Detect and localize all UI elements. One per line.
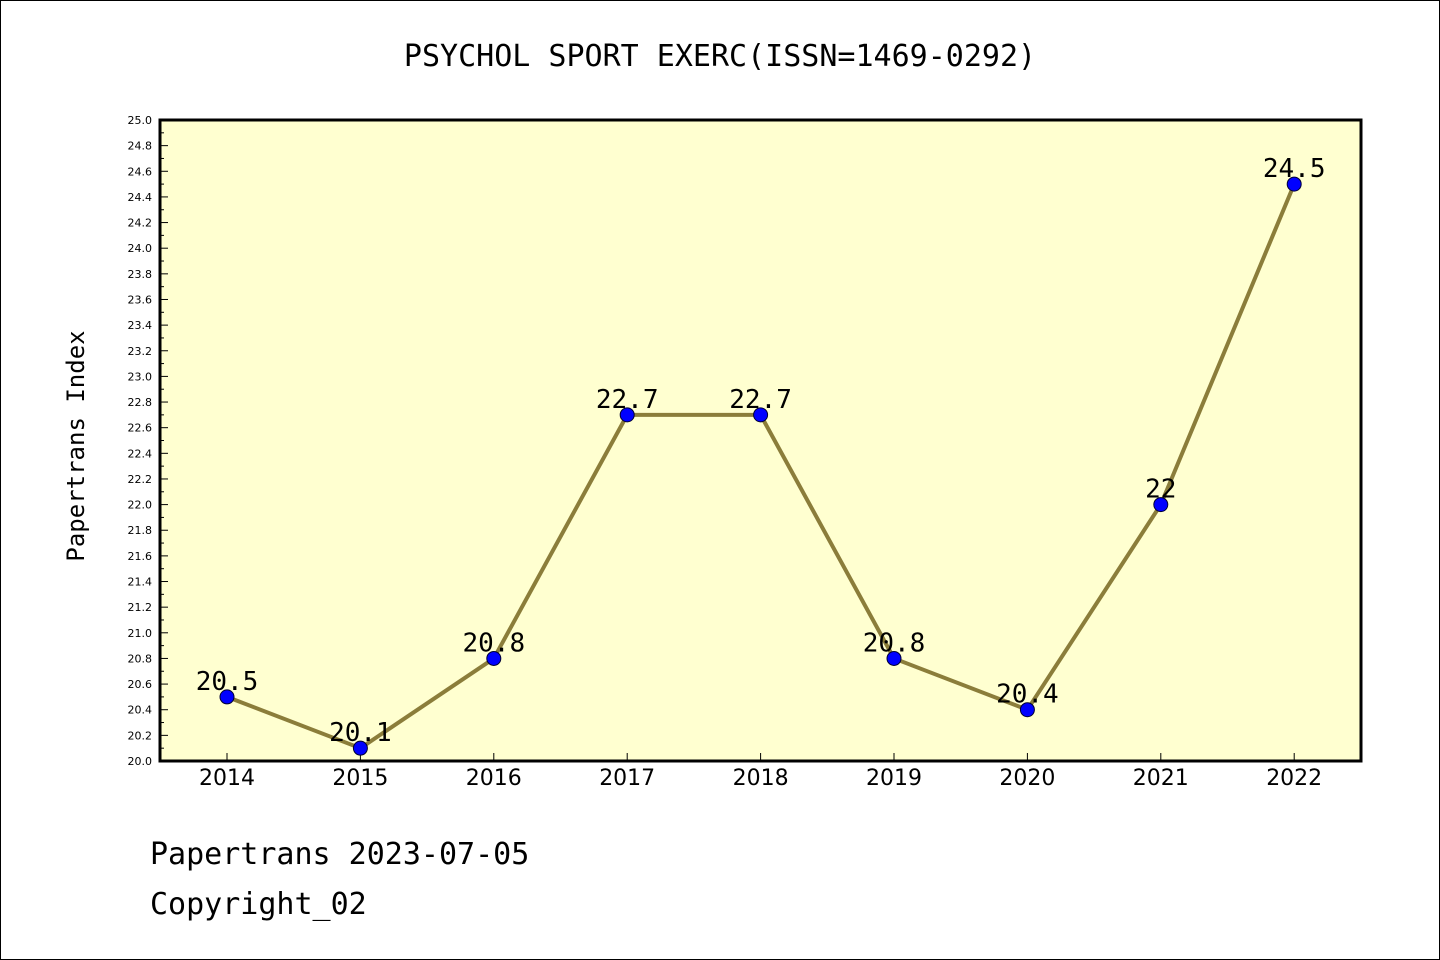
- plot-area: [158, 118, 1363, 763]
- x-tick-label: 2015: [332, 766, 388, 791]
- footer-date: Papertrans 2023-07-05: [150, 837, 529, 872]
- y-tick-label: 22.8: [128, 396, 153, 409]
- y-tick-label: 20.8: [128, 652, 153, 665]
- data-point: [352, 740, 368, 756]
- x-tick-label: 2022: [1266, 766, 1322, 791]
- data-series: [219, 176, 1302, 756]
- data-label: 24.5: [1263, 154, 1326, 184]
- data-label: 22: [1145, 475, 1176, 505]
- y-tick-label: 23.6: [128, 293, 153, 306]
- y-tick-label: 20.2: [128, 729, 153, 742]
- y-tick-label: 23.2: [128, 345, 153, 358]
- x-tick-label: 2021: [1133, 766, 1189, 791]
- y-tick-label: 21.4: [128, 576, 153, 589]
- y-tick-label: 23.4: [128, 319, 153, 332]
- y-tick-label: 24.6: [128, 165, 153, 178]
- x-tick-label: 2018: [733, 766, 789, 791]
- y-tick-label: 24.0: [128, 242, 153, 255]
- x-axis-ticks: 2014 2015 2016 2017 2018 2019 2020 2021 2022: [199, 753, 1322, 791]
- y-axis-ticks: 20.0 20.2 20.4 20.6 20.8 21.0 21.2 21.4 21.6 21.8…: [128, 114, 168, 768]
- y-tick-label: 24.4: [128, 191, 153, 204]
- data-point: [619, 407, 635, 423]
- data-label: 20.8: [863, 628, 926, 658]
- y-tick-label: 21.2: [128, 601, 153, 614]
- data-label: 20.8: [462, 628, 525, 658]
- x-tick-label: 2019: [866, 766, 922, 791]
- y-tick-label: 21.0: [128, 627, 153, 640]
- y-tick-label: 20.4: [128, 704, 153, 717]
- y-tick-label: 25.0: [128, 114, 153, 127]
- y-tick-label: 21.8: [128, 524, 153, 537]
- y-tick-label: 23.0: [128, 370, 153, 383]
- x-tick-label: 2014: [199, 766, 255, 791]
- y-axis-label: Papertrans Index: [62, 330, 90, 561]
- data-label: 22.7: [729, 385, 792, 415]
- y-tick-label: 20.6: [128, 678, 153, 691]
- y-tick-label: 23.8: [128, 268, 153, 281]
- data-label: 20.4: [996, 680, 1059, 710]
- data-label: 20.1: [329, 718, 392, 748]
- y-tick-label: 24.8: [128, 140, 153, 153]
- data-point: [753, 407, 769, 423]
- data-labels: 20.5 20.1 20.8 22.7 22.7 20.8 20.4 22 24.5: [196, 154, 1326, 748]
- y-tick-label: 20.0: [128, 755, 153, 768]
- y-tick-label: 22.0: [128, 499, 153, 512]
- y-tick-label: 22.2: [128, 473, 153, 486]
- footer-copyright: Copyright_02: [150, 887, 367, 922]
- data-point: [486, 650, 502, 666]
- data-point: [219, 689, 235, 705]
- data-point: [1286, 176, 1302, 192]
- y-tick-label: 21.6: [128, 550, 153, 563]
- data-label: 20.5: [196, 667, 259, 697]
- y-tick-label: 22.4: [128, 447, 153, 460]
- data-point: [1153, 497, 1169, 513]
- x-tick-label: 2016: [466, 766, 522, 791]
- x-tick-label: 2017: [599, 766, 655, 791]
- data-label: 22.7: [596, 385, 659, 415]
- y-tick-label: 22.6: [128, 422, 153, 435]
- data-point: [1019, 702, 1035, 718]
- x-tick-label: 2020: [999, 766, 1055, 791]
- data-point: [886, 650, 902, 666]
- y-tick-label: 24.2: [128, 217, 153, 230]
- chart-title: PSYCHOL SPORT EXERC(ISSN=1469-0292): [404, 39, 1036, 74]
